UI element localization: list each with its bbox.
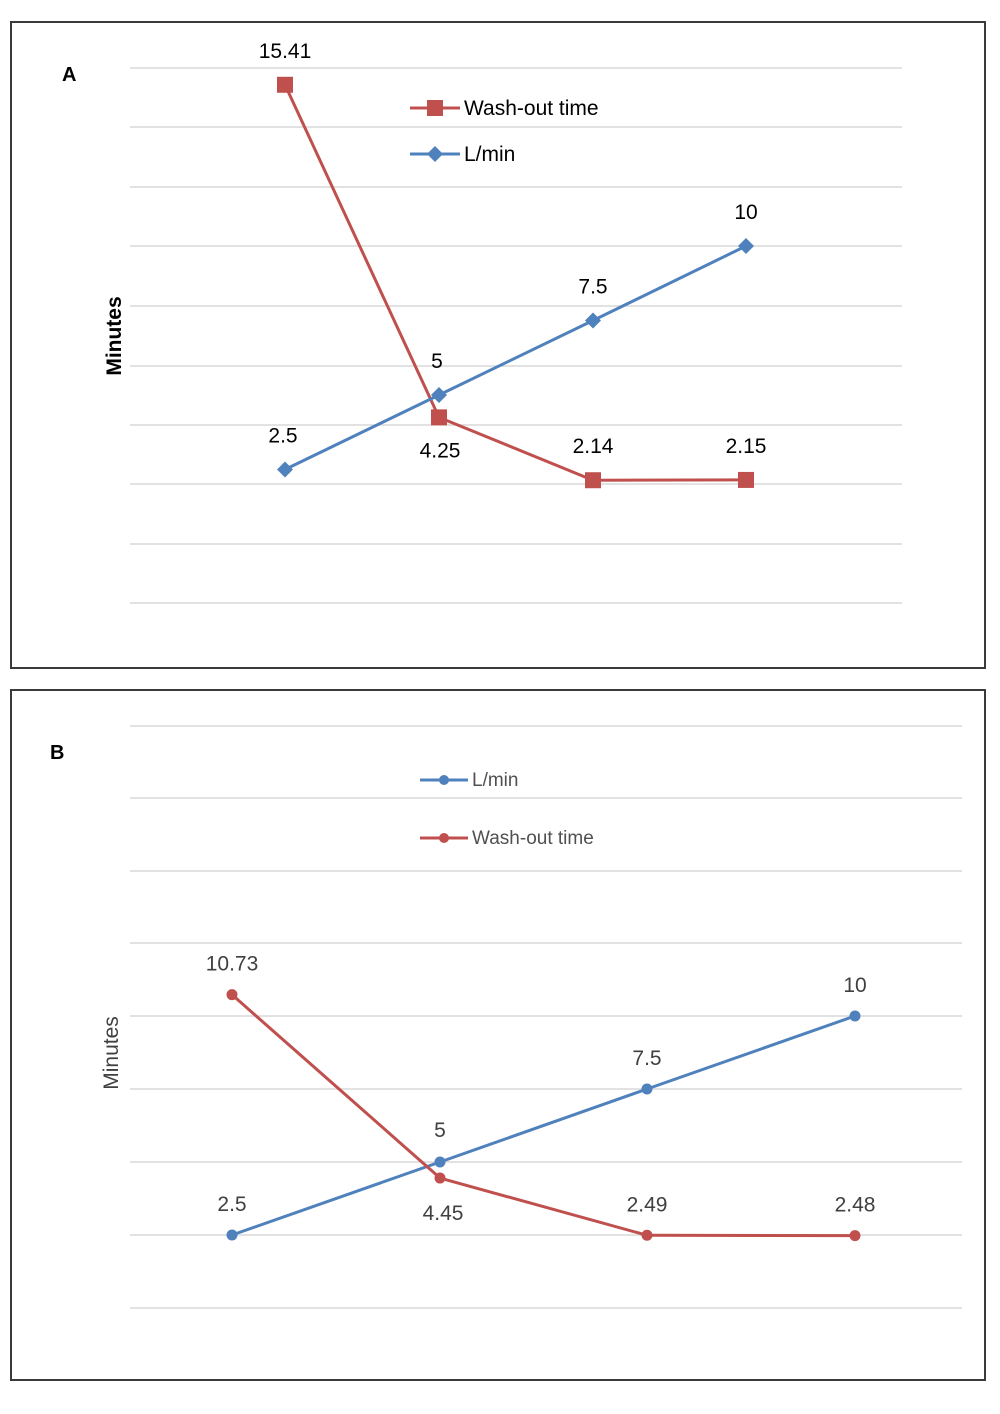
data-point (277, 76, 293, 93)
data-label: 4.45 (423, 1202, 464, 1225)
data-label: 15.41 (259, 40, 312, 63)
data-label: 7.5 (632, 1047, 661, 1070)
panel-a-y-axis-label: Minutes (103, 296, 126, 375)
chart-panel-b: B Minutes 2.5 5 7.5 10 10.73 4.45 2.49 2.48 L/m… (10, 689, 986, 1381)
legend-marker-circle (439, 775, 449, 785)
chart-panel-a: A Minutes 15.41 4.25 2.14 2.15 2.5 5 7.5 10 Was… (10, 21, 986, 669)
data-point (434, 1172, 446, 1184)
panel-a-gridlines (130, 67, 902, 604)
data-label: 10 (734, 201, 757, 224)
data-point (431, 409, 447, 426)
data-point (585, 312, 601, 329)
series-l-per-min: 2.5 5 7.5 10 (217, 974, 867, 1241)
data-label: 10 (843, 974, 866, 997)
data-label: 2.15 (726, 435, 767, 458)
legend-marker-diamond (427, 146, 443, 162)
data-label: 5 (434, 1119, 446, 1142)
legend-marker-square (427, 100, 443, 116)
data-point (641, 1083, 653, 1095)
legend-label-l-per-min: L/min (472, 770, 518, 791)
series-line-wash-out-time (231, 993, 856, 1238)
data-point (226, 989, 238, 1001)
data-label: 10.73 (206, 953, 259, 976)
panel-a-series: 15.41 4.25 2.14 2.15 2.5 5 7.5 10 (259, 40, 767, 489)
data-point (431, 387, 447, 403)
panel-a-legend: Wash-out time L/min (410, 97, 599, 166)
data-label: 2.48 (835, 1194, 876, 1217)
series-line-wash-out-time (283, 84, 747, 482)
data-point (226, 1229, 238, 1241)
series-wash-out-time: 15.41 4.25 2.14 2.15 (259, 40, 767, 489)
legend-label-wash-out-time: Wash-out time (464, 97, 599, 120)
data-point (849, 1010, 861, 1022)
data-label: 2.5 (217, 1193, 246, 1216)
series-line-l-per-min (231, 1014, 856, 1237)
data-label: 2.5 (268, 425, 297, 448)
legend-label-l-per-min: L/min (464, 143, 515, 166)
legend-label-wash-out-time: Wash-out time (472, 828, 594, 849)
series-wash-out-time: 10.73 4.45 2.49 2.48 (206, 953, 876, 1242)
data-label: 7.5 (578, 276, 607, 299)
data-label: 5 (431, 350, 443, 373)
data-label: 2.49 (627, 1193, 668, 1216)
panel-b-series: 2.5 5 7.5 10 10.73 4.45 2.49 2.48 (206, 953, 876, 1242)
data-point (434, 1156, 446, 1168)
panel-a-frame (10, 21, 986, 669)
data-point (849, 1230, 861, 1242)
data-point (738, 238, 754, 254)
legend-marker-circle (439, 833, 449, 843)
panel-b-label: B (50, 742, 64, 764)
panel-b-legend: L/min Wash-out time (420, 770, 594, 849)
series-l-per-min: 2.5 5 7.5 10 (268, 201, 758, 478)
data-label: 4.25 (420, 439, 461, 462)
panel-a-label: A (62, 64, 76, 86)
series-line-l-per-min (284, 244, 747, 471)
data-label: 2.14 (573, 435, 614, 458)
panel-b-frame (10, 689, 986, 1381)
panel-b-y-axis-label: Minutes (100, 1016, 123, 1090)
data-point (585, 472, 601, 489)
data-point (738, 471, 754, 488)
data-point (277, 461, 293, 478)
data-point (641, 1229, 653, 1241)
